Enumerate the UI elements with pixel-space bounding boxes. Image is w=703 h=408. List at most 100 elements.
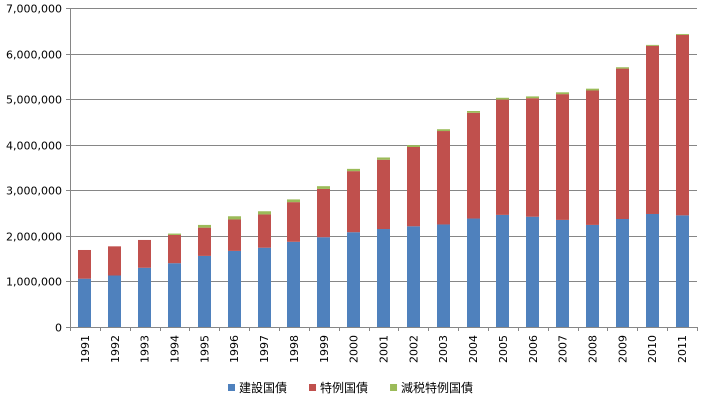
x-tick-label: 1992 (109, 335, 122, 363)
y-tick-label: 7,000,000 (6, 3, 62, 16)
bar-segment-series-1 (616, 218, 629, 327)
bar-segment-series-1 (407, 226, 420, 327)
x-tick-label: 2004 (467, 335, 480, 363)
bar-segment-series-3 (676, 33, 689, 35)
bar-segment-series-1 (198, 255, 211, 327)
bar-stack-2003 (437, 129, 450, 327)
bar-segment-series-2 (407, 146, 420, 227)
y-tick-label: 3,000,000 (6, 185, 62, 198)
bar-segment-series-1 (467, 218, 480, 327)
bar-segment-series-1 (526, 216, 539, 327)
bar-segment-series-2 (467, 112, 480, 219)
bar-stack-1999 (317, 186, 330, 327)
bar-segment-series-1 (108, 275, 121, 327)
bar-segment-series-2 (78, 249, 91, 279)
x-tick-label: 2009 (616, 335, 629, 363)
y-tick-label: 6,000,000 (6, 49, 62, 62)
bar-segment-series-3 (616, 67, 629, 69)
bar-segment-series-3 (556, 92, 569, 95)
x-tick-label: 1998 (288, 335, 301, 363)
x-tick-label: 2007 (557, 335, 570, 363)
bar-segment-series-2 (168, 234, 181, 264)
bar-segment-series-1 (377, 229, 390, 327)
bar-stack-2000 (347, 168, 360, 327)
bar-segment-series-2 (287, 202, 300, 242)
bar-segment-series-1 (287, 241, 300, 327)
bar-segment-series-3 (467, 110, 480, 113)
bar-segment-series-3 (407, 145, 420, 147)
bar-stack-1993 (138, 239, 151, 327)
bar-segment-series-2 (586, 90, 599, 225)
bar-segment-series-2 (138, 239, 151, 268)
bar-segment-series-3 (496, 97, 509, 100)
bar-segment-series-3 (586, 88, 599, 91)
bar-segment-series-3 (228, 216, 241, 220)
legend-swatch-series-3 (390, 384, 398, 391)
bars (78, 33, 689, 327)
y-tick-label: 0 (55, 322, 62, 335)
bar-segment-series-1 (556, 219, 569, 327)
bar-segment-series-1 (168, 263, 181, 327)
bar-segment-series-2 (616, 68, 629, 219)
bar-stack-2006 (526, 96, 539, 327)
bar-stack-2007 (556, 92, 569, 327)
bar-segment-series-3 (347, 168, 360, 172)
bar-segment-series-2 (108, 246, 121, 276)
bar-segment-series-1 (676, 215, 689, 327)
bar-segment-series-1 (347, 232, 360, 327)
bar-segment-series-2 (646, 45, 659, 214)
legend-label-series-3: 減税特例国債 (401, 380, 473, 395)
bar-segment-series-1 (646, 213, 659, 327)
x-tick-label: 1993 (139, 335, 152, 363)
bar-stack-2010 (646, 44, 659, 327)
legend-label-series-1: 建設国債 (239, 380, 287, 395)
bar-segment-series-1 (586, 224, 599, 327)
bar-stack-2008 (586, 88, 599, 327)
bar-segment-series-2 (317, 188, 330, 238)
bar-stack-2005 (496, 97, 509, 327)
bar-segment-series-2 (258, 214, 271, 248)
bar-segment-series-3 (198, 224, 211, 228)
y-tick-label: 4,000,000 (6, 140, 62, 153)
x-tick-label: 1994 (169, 335, 182, 363)
bar-segment-series-2 (377, 159, 390, 230)
bar-stack-1998 (287, 199, 300, 327)
bar-stack-1995 (198, 224, 211, 327)
legend-label-series-2: 特例国債 (320, 380, 368, 395)
bar-segment-series-1 (78, 278, 91, 327)
bar-segment-series-2 (347, 171, 360, 233)
bar-segment-series-3 (377, 157, 390, 160)
bar-segment-series-2 (198, 227, 211, 256)
x-tick-label: 2008 (587, 335, 600, 363)
bar-segment-series-1 (437, 224, 450, 327)
bar-segment-series-1 (258, 247, 271, 327)
x-tick-label: 1996 (228, 335, 241, 363)
bar-segment-series-3 (437, 129, 450, 132)
bar-segment-series-2 (526, 98, 539, 217)
y-tick-label: 1,000,000 (6, 276, 62, 289)
x-tick-label: 1997 (258, 335, 271, 363)
bar-stack-2002 (407, 145, 420, 327)
x-tick-label: 2005 (497, 335, 510, 363)
bar-segment-series-2 (676, 34, 689, 216)
legend: 建設国債 特例国債 減税特例国債 (228, 380, 473, 395)
bar-segment-series-1 (228, 250, 241, 327)
bar-stack-1996 (228, 216, 241, 327)
legend-swatch-series-1 (228, 384, 235, 391)
bar-segment-series-1 (496, 214, 509, 327)
bar-stack-2011 (676, 33, 689, 327)
bar-segment-series-2 (496, 99, 509, 215)
bar-segment-series-2 (556, 94, 569, 220)
bar-segment-series-1 (138, 267, 151, 327)
x-tick-label: 2000 (348, 335, 361, 363)
bar-segment-series-3 (526, 96, 539, 99)
y-tick-label: 2,000,000 (6, 231, 62, 244)
x-tick-label: 2003 (437, 335, 450, 363)
bar-segment-series-3 (168, 233, 181, 235)
bar-stack-1997 (258, 211, 271, 327)
x-tick-label: 2001 (378, 335, 391, 363)
x-tick-label: 2002 (407, 335, 420, 363)
x-tick-label: 1991 (79, 335, 92, 363)
